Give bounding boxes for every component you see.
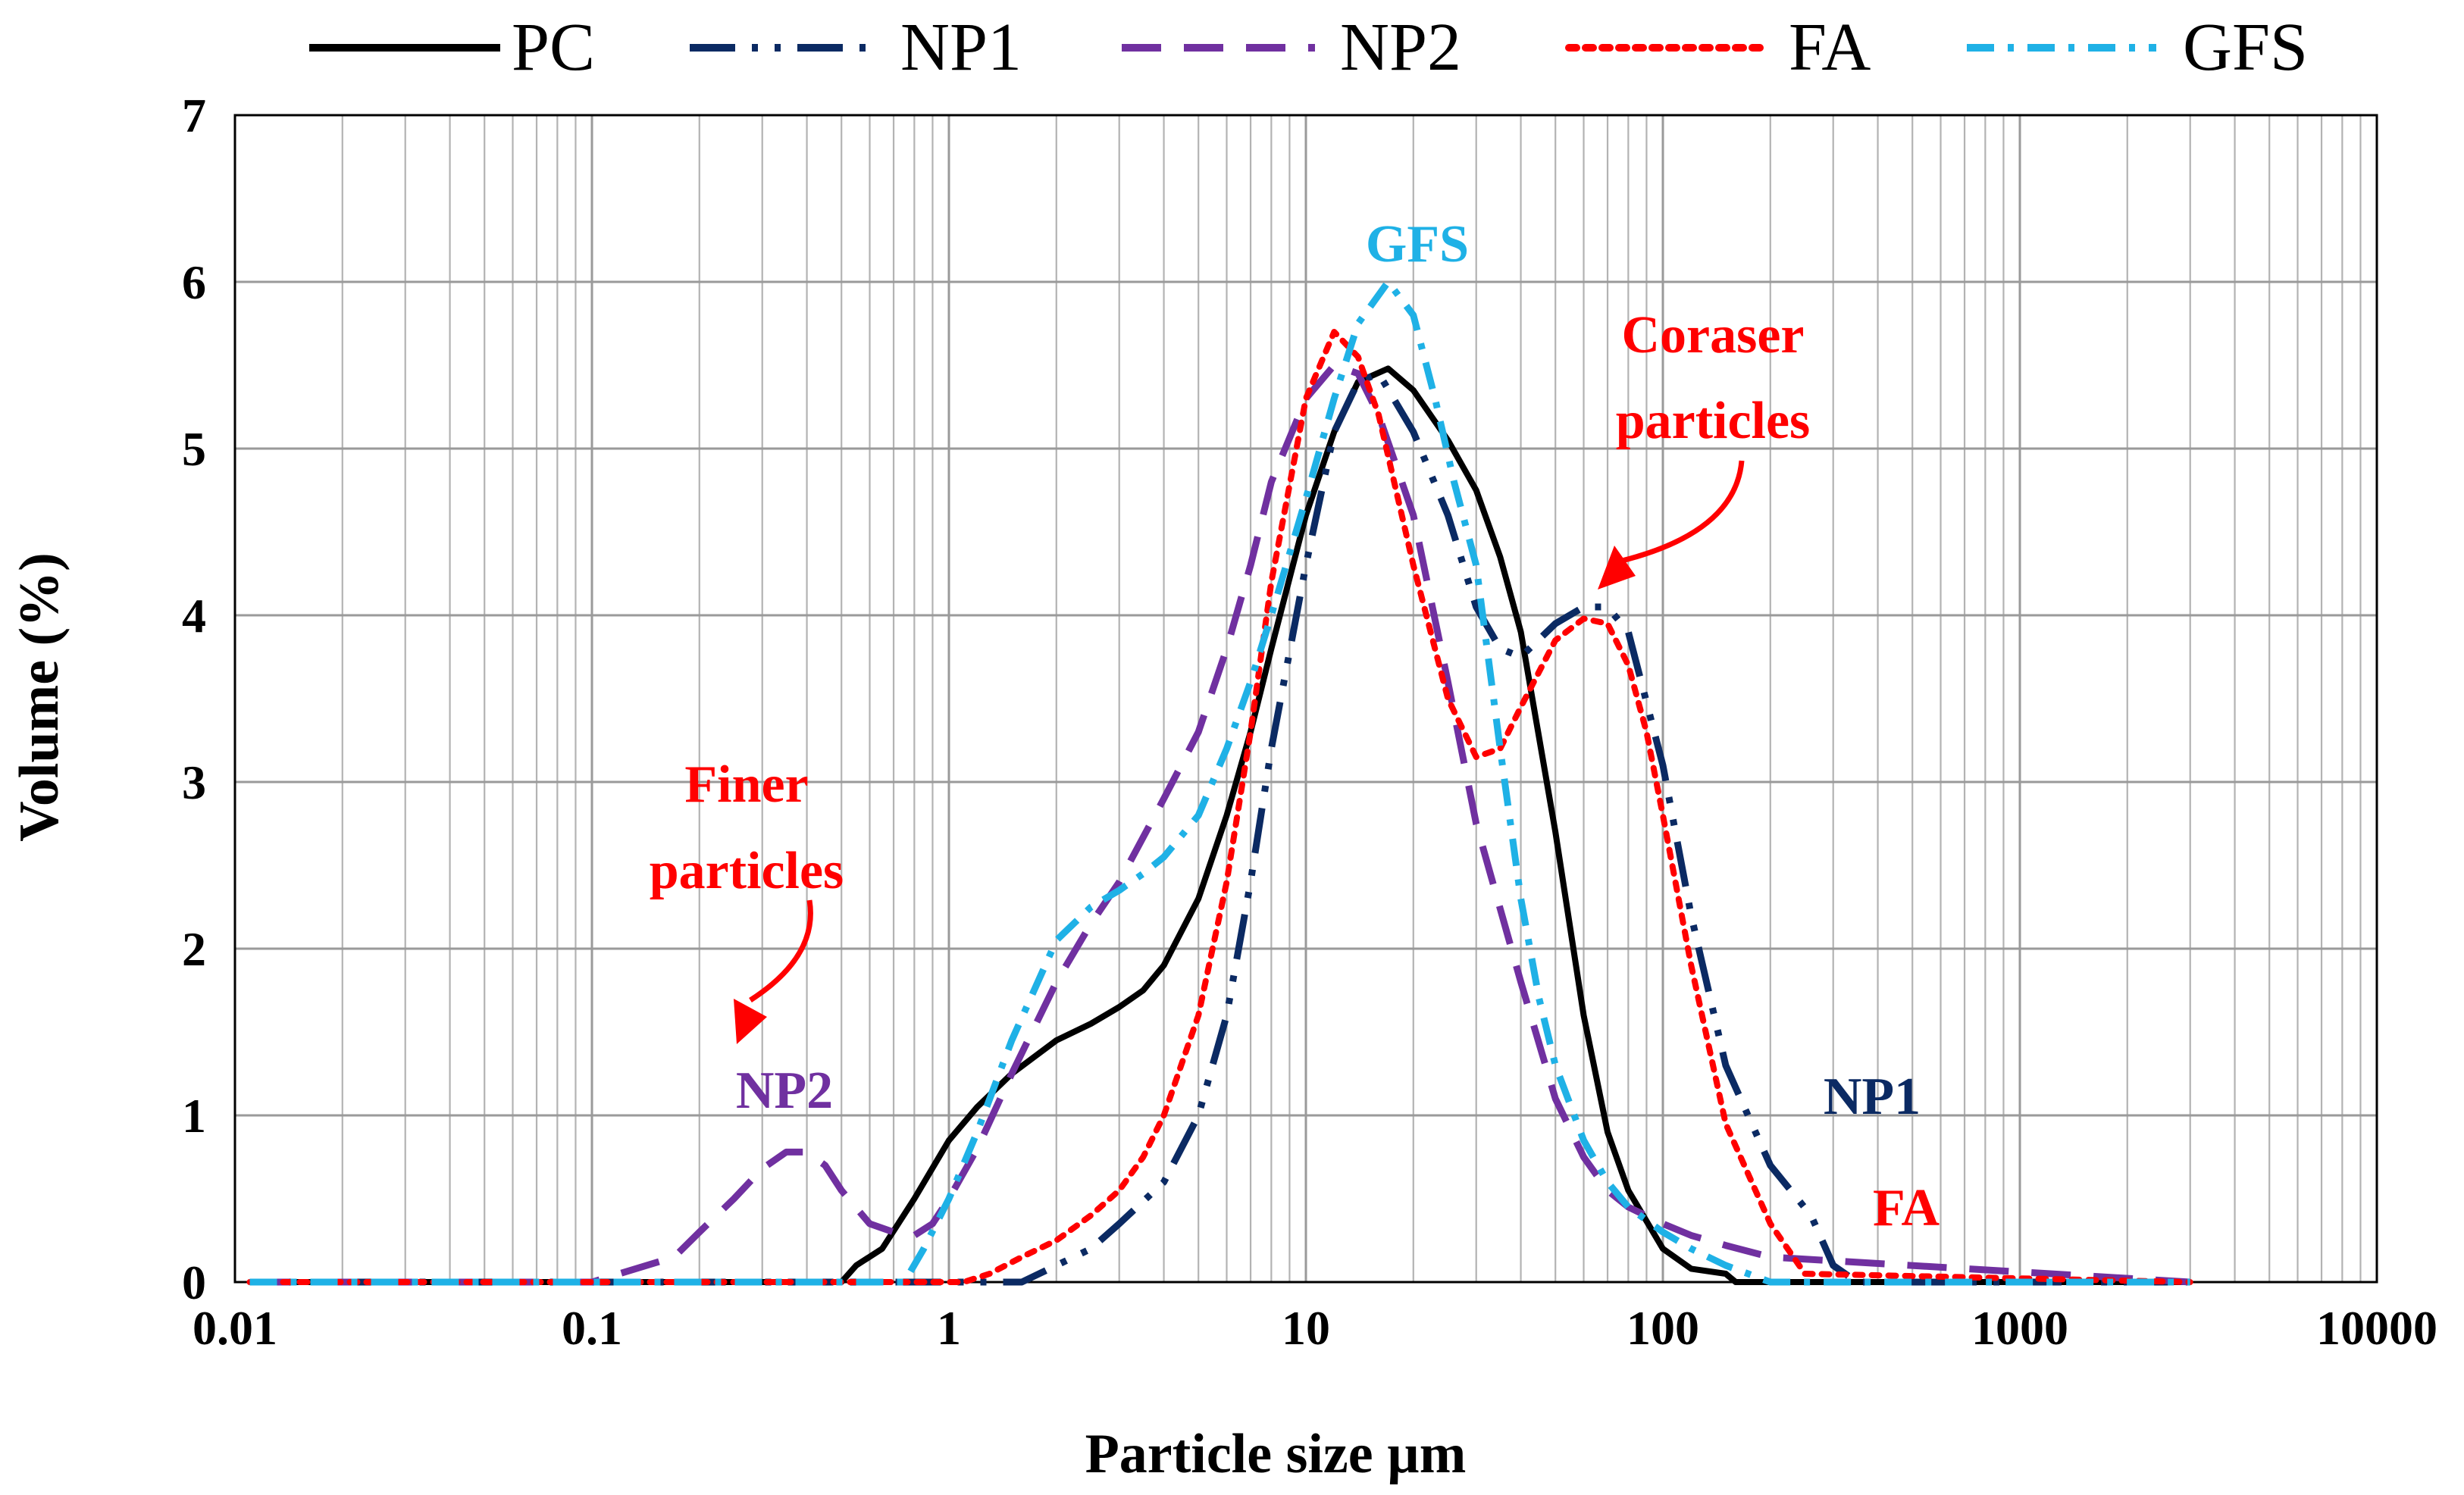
finer-arrow [749, 899, 813, 1002]
series-line-fa [246, 329, 2193, 1285]
x-tick-label: 1000 [1971, 1301, 2068, 1355]
legend-label-pc: PC [512, 10, 595, 85]
legend-label-np2: NP2 [1340, 10, 1461, 85]
x-tick-label: 10 [1282, 1301, 1330, 1355]
y-tick-label: 6 [182, 255, 206, 309]
y-tick-label: 7 [182, 89, 206, 142]
annotation-1: Coraser [1621, 306, 1804, 364]
legend-label-fa: FA [1789, 10, 1871, 85]
legend-label-np1: NP1 [900, 10, 1022, 85]
annotation-3: Finer [684, 755, 808, 814]
annotation-2: particles [1616, 392, 1811, 450]
series-lines [246, 278, 2193, 1286]
annotation-6: NP1 [1824, 1068, 1921, 1126]
series-line-pc [249, 365, 2190, 1285]
series-line-np2 [249, 361, 2190, 1286]
x-tick-label: 0.1 [562, 1301, 622, 1355]
y-tick-label: 2 [182, 922, 206, 976]
y-tick-label: 4 [182, 589, 206, 643]
coarser-arrow [1621, 460, 1745, 564]
x-tick-label: 0.01 [193, 1301, 277, 1355]
annotation-4: particles [650, 842, 844, 900]
legend-label-gfs: GFS [2183, 10, 2308, 85]
y-tick-label: 1 [182, 1089, 206, 1143]
annotation-7: FA [1873, 1179, 1940, 1237]
gridlines [235, 115, 2377, 1282]
annotation-arrows [734, 460, 1745, 1044]
y-tick-label: 0 [182, 1256, 206, 1309]
series-line-np1 [249, 370, 2190, 1286]
plot-area-frame [233, 114, 2378, 1284]
coarser-arrowhead [1598, 546, 1636, 590]
x-tick-label: 100 [1626, 1301, 1699, 1355]
series-line-gfs [249, 278, 2190, 1286]
finer-arrowhead [734, 999, 767, 1044]
annotation-5: NP2 [736, 1062, 833, 1120]
x-tick-label: 1 [937, 1301, 961, 1355]
annotation-0: GFS [1366, 215, 1469, 274]
x-axis-label: Particle size µm [1085, 1423, 1467, 1485]
y-tick-label: 3 [182, 755, 206, 809]
y-axis-label: Volume (%) [8, 552, 70, 842]
y-tick-label: 5 [182, 422, 206, 476]
annotations: GFS Coraser particles Finer particles NP2 NP1 F… [650, 215, 1940, 1237]
axis-ticks: 0.01 0.1 1 10 100 1000 10000 0 1 2 3 4 5 6 7 [182, 89, 2437, 1355]
legend: PC NP1 NP2 FA GFS [309, 10, 2308, 85]
x-tick-label: 10000 [2316, 1301, 2437, 1355]
